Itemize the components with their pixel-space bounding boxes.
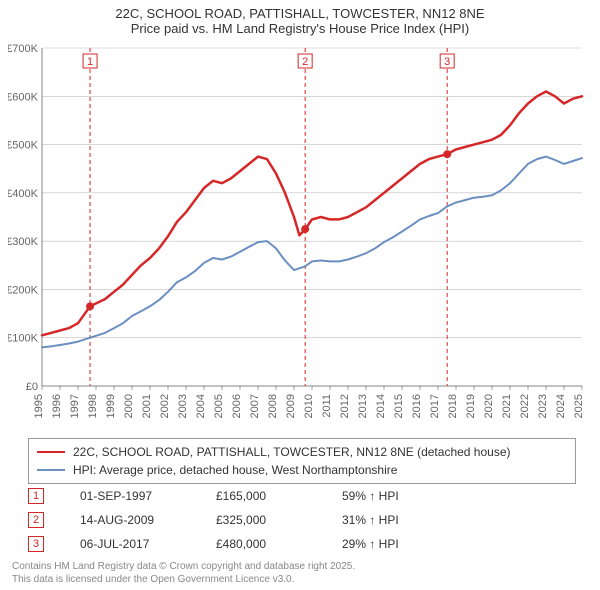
chart-title-address: 22C, SCHOOL ROAD, PATTISHALL, TOWCESTER,… [0, 6, 600, 21]
marker-badge-2: 2 [28, 512, 44, 528]
svg-text:2017: 2017 [429, 394, 441, 418]
svg-text:£500K: £500K [8, 140, 39, 152]
svg-text:2004: 2004 [195, 394, 207, 418]
marker-row-1: 1 01-SEP-1997 £165,000 59% ↑ HPI [28, 484, 576, 508]
marker-hpi-2: 31% ↑ HPI [342, 513, 432, 527]
svg-text:2010: 2010 [303, 394, 315, 418]
marker-table: 1 01-SEP-1997 £165,000 59% ↑ HPI 2 14-AU… [28, 484, 576, 556]
page-container: 22C, SCHOOL ROAD, PATTISHALL, TOWCESTER,… [0, 0, 600, 590]
svg-text:1999: 1999 [105, 394, 117, 418]
svg-text:2015: 2015 [393, 394, 405, 418]
marker-hpi-3: 29% ↑ HPI [342, 537, 432, 551]
marker-row-2: 2 14-AUG-2009 £325,000 31% ↑ HPI [28, 508, 576, 532]
svg-text:£600K: £600K [8, 91, 39, 103]
marker-price-2: £325,000 [216, 513, 306, 527]
svg-text:2003: 2003 [177, 394, 189, 418]
svg-text:2005: 2005 [213, 394, 225, 418]
legend-row-price-paid: 22C, SCHOOL ROAD, PATTISHALL, TOWCESTER,… [37, 443, 567, 461]
svg-text:£700K: £700K [8, 43, 39, 55]
svg-text:2016: 2016 [411, 394, 423, 418]
marker-date-3: 06-JUL-2017 [80, 537, 180, 551]
svg-text:£200K: £200K [8, 284, 39, 296]
footer-line2: This data is licensed under the Open Gov… [12, 574, 355, 587]
svg-text:3: 3 [444, 56, 450, 68]
svg-text:£400K: £400K [8, 188, 39, 200]
marker-hpi-1: 59% ↑ HPI [342, 489, 432, 503]
svg-text:2012: 2012 [339, 394, 351, 418]
legend-label-hpi: HPI: Average price, detached house, West… [73, 461, 397, 479]
svg-text:2006: 2006 [231, 394, 243, 418]
svg-text:1995: 1995 [33, 394, 45, 418]
svg-text:2009: 2009 [285, 394, 297, 418]
marker-price-1: £165,000 [216, 489, 306, 503]
svg-text:2014: 2014 [375, 394, 387, 418]
marker-price-3: £480,000 [216, 537, 306, 551]
svg-text:2002: 2002 [159, 394, 171, 418]
svg-text:2019: 2019 [465, 394, 477, 418]
svg-text:2007: 2007 [249, 394, 261, 418]
footer-line1: Contains HM Land Registry data © Crown c… [12, 561, 355, 574]
svg-text:1996: 1996 [51, 394, 63, 418]
svg-text:£0: £0 [26, 381, 38, 393]
svg-text:2: 2 [302, 56, 308, 68]
svg-text:£300K: £300K [8, 236, 39, 248]
legend-label-price-paid: 22C, SCHOOL ROAD, PATTISHALL, TOWCESTER,… [73, 443, 510, 461]
marker-row-3: 3 06-JUL-2017 £480,000 29% ↑ HPI [28, 532, 576, 556]
legend-box: 22C, SCHOOL ROAD, PATTISHALL, TOWCESTER,… [28, 438, 576, 484]
chart-title-block: 22C, SCHOOL ROAD, PATTISHALL, TOWCESTER,… [0, 0, 600, 36]
svg-text:2001: 2001 [141, 394, 153, 418]
svg-text:2021: 2021 [501, 394, 513, 418]
svg-text:2020: 2020 [483, 394, 495, 418]
svg-text:2008: 2008 [267, 394, 279, 418]
legend-row-hpi: HPI: Average price, detached house, West… [37, 461, 567, 479]
marker-badge-3: 3 [28, 536, 44, 552]
chart-title-subtitle: Price paid vs. HM Land Registry's House … [0, 21, 600, 36]
svg-text:1: 1 [87, 56, 93, 68]
legend-swatch-red [37, 451, 65, 453]
svg-text:2013: 2013 [357, 394, 369, 418]
svg-text:2025: 2025 [573, 394, 585, 418]
price-chart: £0 £100K £200K £300K £400K £500K £600K £700K 199… [8, 42, 588, 430]
marker-date-2: 14-AUG-2009 [80, 513, 180, 527]
svg-text:2024: 2024 [555, 394, 567, 418]
svg-text:1998: 1998 [87, 394, 99, 418]
svg-text:1997: 1997 [69, 394, 81, 418]
footer-note: Contains HM Land Registry data © Crown c… [12, 561, 355, 586]
svg-text:2011: 2011 [321, 394, 333, 418]
svg-text:£100K: £100K [8, 333, 39, 345]
svg-text:2023: 2023 [537, 394, 549, 418]
legend-swatch-blue [37, 469, 65, 471]
svg-text:2022: 2022 [519, 394, 531, 418]
svg-text:2018: 2018 [447, 394, 459, 418]
marker-date-1: 01-SEP-1997 [80, 489, 180, 503]
marker-badge-1: 1 [28, 488, 44, 504]
svg-text:2000: 2000 [123, 394, 135, 418]
